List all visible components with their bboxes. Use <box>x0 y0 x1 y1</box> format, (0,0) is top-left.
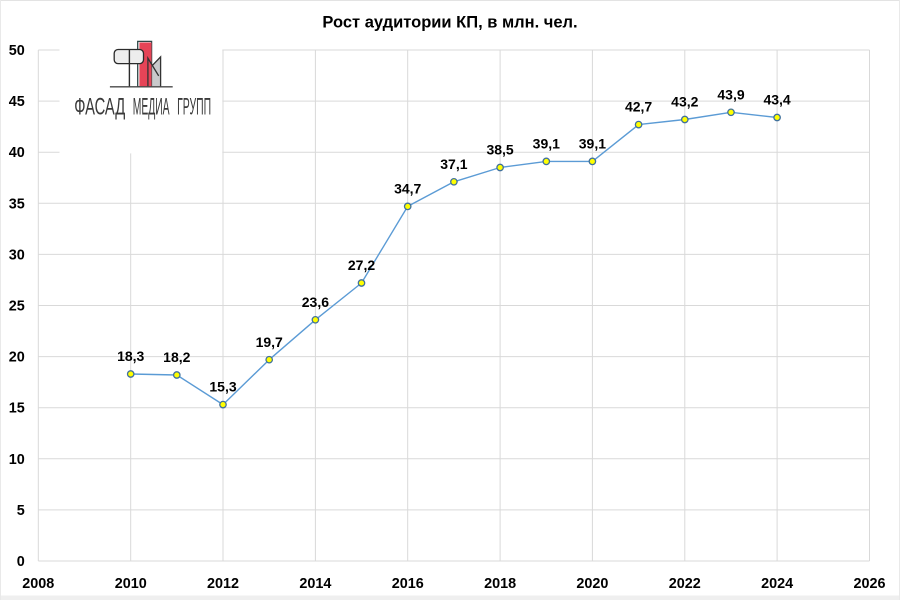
svg-text:34,7: 34,7 <box>394 181 421 197</box>
svg-text:2022: 2022 <box>669 576 701 592</box>
svg-text:45: 45 <box>9 94 25 110</box>
svg-text:25: 25 <box>9 299 25 315</box>
svg-text:15: 15 <box>9 401 25 417</box>
svg-text:5: 5 <box>17 503 25 519</box>
svg-text:2018: 2018 <box>484 576 516 592</box>
svg-text:2014: 2014 <box>299 576 331 592</box>
svg-text:30: 30 <box>9 247 25 263</box>
svg-text:0: 0 <box>17 554 25 570</box>
svg-text:ГРУПП: ГРУПП <box>177 94 211 120</box>
svg-text:43,9: 43,9 <box>717 86 744 102</box>
svg-text:10: 10 <box>9 452 25 468</box>
svg-text:2012: 2012 <box>207 576 239 592</box>
svg-text:39,1: 39,1 <box>579 136 606 152</box>
svg-text:2026: 2026 <box>853 576 885 592</box>
svg-text:19,7: 19,7 <box>256 334 283 350</box>
svg-text:Рост аудитории КП, в млн. чел.: Рост аудитории КП, в млн. чел. <box>322 14 577 32</box>
svg-text:15,3: 15,3 <box>209 379 236 395</box>
svg-text:2024: 2024 <box>761 576 793 592</box>
svg-text:МЕДИА: МЕДИА <box>133 94 170 120</box>
svg-text:ФАСАД: ФАСАД <box>74 94 125 120</box>
svg-text:39,1: 39,1 <box>533 136 560 152</box>
svg-text:23,6: 23,6 <box>302 294 329 310</box>
svg-text:2008: 2008 <box>22 576 54 592</box>
svg-text:42,7: 42,7 <box>625 99 652 115</box>
svg-text:27,2: 27,2 <box>348 257 375 273</box>
svg-text:2016: 2016 <box>392 576 424 592</box>
svg-text:35: 35 <box>9 196 25 212</box>
svg-text:2010: 2010 <box>115 576 147 592</box>
svg-text:18,2: 18,2 <box>163 349 190 365</box>
svg-text:43,2: 43,2 <box>671 94 698 110</box>
svg-text:43,4: 43,4 <box>763 92 790 108</box>
svg-text:40: 40 <box>9 145 25 161</box>
svg-text:20: 20 <box>9 350 25 366</box>
svg-text:38,5: 38,5 <box>486 142 513 158</box>
svg-text:2020: 2020 <box>576 576 608 592</box>
svg-text:37,1: 37,1 <box>440 156 467 172</box>
svg-text:18,3: 18,3 <box>117 348 144 364</box>
svg-text:50: 50 <box>9 43 25 59</box>
